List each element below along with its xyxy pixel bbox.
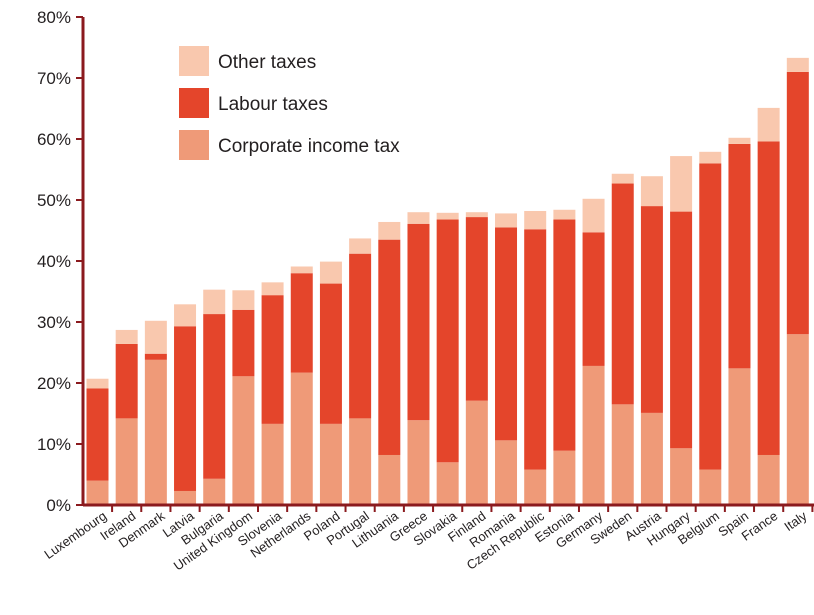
legend-label-other: Other taxes (218, 52, 316, 73)
legend-swatch-corporate (179, 130, 209, 160)
bar-labour-19 (640, 206, 663, 413)
bar-other-9 (349, 238, 372, 254)
bar-corporate-10 (378, 454, 401, 505)
bar-corporate-20 (670, 448, 693, 505)
bar-other-2 (144, 320, 167, 354)
bar-corporate-3 (174, 490, 197, 505)
bar-corporate-8 (319, 423, 342, 505)
bar-corporate-6 (261, 423, 284, 505)
bar-corporate-23 (757, 454, 780, 505)
bar-other-13 (465, 212, 488, 218)
bar-labour-23 (757, 141, 780, 455)
bar-other-5 (232, 290, 255, 310)
bar-corporate-4 (203, 478, 226, 505)
bar-other-3 (174, 304, 197, 327)
bar-labour-6 (261, 295, 284, 424)
bar-labour-3 (174, 326, 197, 491)
bar-labour-24 (786, 71, 809, 335)
bar-labour-2 (144, 353, 167, 360)
bar-other-1 (115, 329, 138, 344)
bar-other-18 (611, 173, 634, 184)
bar-other-17 (582, 198, 605, 233)
legend-swatch-other (179, 46, 209, 76)
legend: Other taxes Labour taxes Corporate income … (179, 46, 400, 160)
bar-labour-5 (232, 309, 255, 377)
bar-other-0 (86, 378, 109, 389)
y-tick-label: 40% (37, 252, 71, 271)
legend-label-labour: Labour taxes (218, 94, 328, 115)
y-tick-label: 10% (37, 435, 71, 454)
bar-other-7 (290, 266, 313, 274)
bar-other-6 (261, 282, 284, 296)
legend-swatch-labour (179, 88, 209, 118)
bar-other-20 (670, 156, 693, 212)
bar-other-24 (786, 57, 809, 72)
bar-other-16 (553, 209, 576, 220)
bar-corporate-2 (144, 359, 167, 505)
bar-corporate-21 (699, 469, 722, 505)
bar-labour-8 (319, 283, 342, 424)
bar-corporate-7 (290, 372, 313, 505)
bar-labour-9 (349, 253, 372, 419)
bar-other-21 (699, 151, 722, 164)
bar-labour-14 (495, 227, 518, 441)
category-labels: LuxembourgIrelandDenmarkLatviaBulgariaUn… (41, 508, 810, 574)
bar-labour-4 (203, 314, 226, 479)
bar-labour-21 (699, 163, 722, 470)
bar-other-8 (319, 261, 342, 284)
bar-corporate-13 (465, 400, 488, 505)
bar-other-19 (640, 176, 663, 207)
bar-corporate-22 (728, 368, 751, 505)
y-tick-label: 70% (37, 69, 71, 88)
y-tick-label: 80% (37, 8, 71, 27)
bar-corporate-9 (349, 418, 372, 505)
bar-labour-12 (436, 219, 459, 463)
bars-group (86, 57, 809, 505)
bar-corporate-5 (232, 376, 255, 505)
bar-other-22 (728, 137, 751, 144)
bar-other-4 (203, 289, 226, 315)
bar-corporate-0 (86, 480, 109, 505)
bar-labour-1 (115, 343, 138, 419)
bar-labour-18 (611, 183, 634, 405)
bar-other-14 (495, 213, 518, 228)
bar-labour-15 (524, 229, 547, 470)
x-tick-label: Italy (781, 508, 810, 534)
bar-other-10 (378, 221, 401, 240)
y-tick-label: 30% (37, 313, 71, 332)
bar-corporate-14 (495, 440, 518, 505)
bar-labour-17 (582, 232, 605, 366)
bar-corporate-11 (407, 420, 430, 505)
bar-corporate-19 (640, 412, 663, 505)
bar-corporate-15 (524, 469, 547, 505)
y-tick-label: 20% (37, 374, 71, 393)
bar-corporate-18 (611, 404, 634, 505)
y-tick-label: 50% (37, 191, 71, 210)
axes-group: 0% 10% 20% 30% 40% 50% 60% 70% 80% (37, 8, 814, 515)
y-tick-label: 60% (37, 130, 71, 149)
bar-labour-20 (670, 211, 693, 449)
bar-other-11 (407, 212, 430, 224)
bar-labour-10 (378, 239, 401, 455)
bar-corporate-1 (115, 418, 138, 505)
bar-other-15 (524, 210, 547, 230)
bar-labour-0 (86, 388, 109, 481)
bar-corporate-24 (786, 334, 809, 505)
bar-corporate-17 (582, 365, 605, 505)
bar-corporate-16 (553, 450, 576, 505)
bar-labour-11 (407, 223, 430, 421)
bar-other-23 (757, 107, 780, 142)
bar-other-12 (436, 212, 459, 220)
legend-label-corporate: Corporate income tax (218, 136, 400, 157)
bar-labour-13 (465, 217, 488, 401)
bar-labour-22 (728, 143, 751, 369)
bar-corporate-12 (436, 462, 459, 505)
bar-labour-7 (290, 273, 313, 373)
bar-labour-16 (553, 219, 576, 451)
y-tick-label: 0% (46, 496, 71, 515)
